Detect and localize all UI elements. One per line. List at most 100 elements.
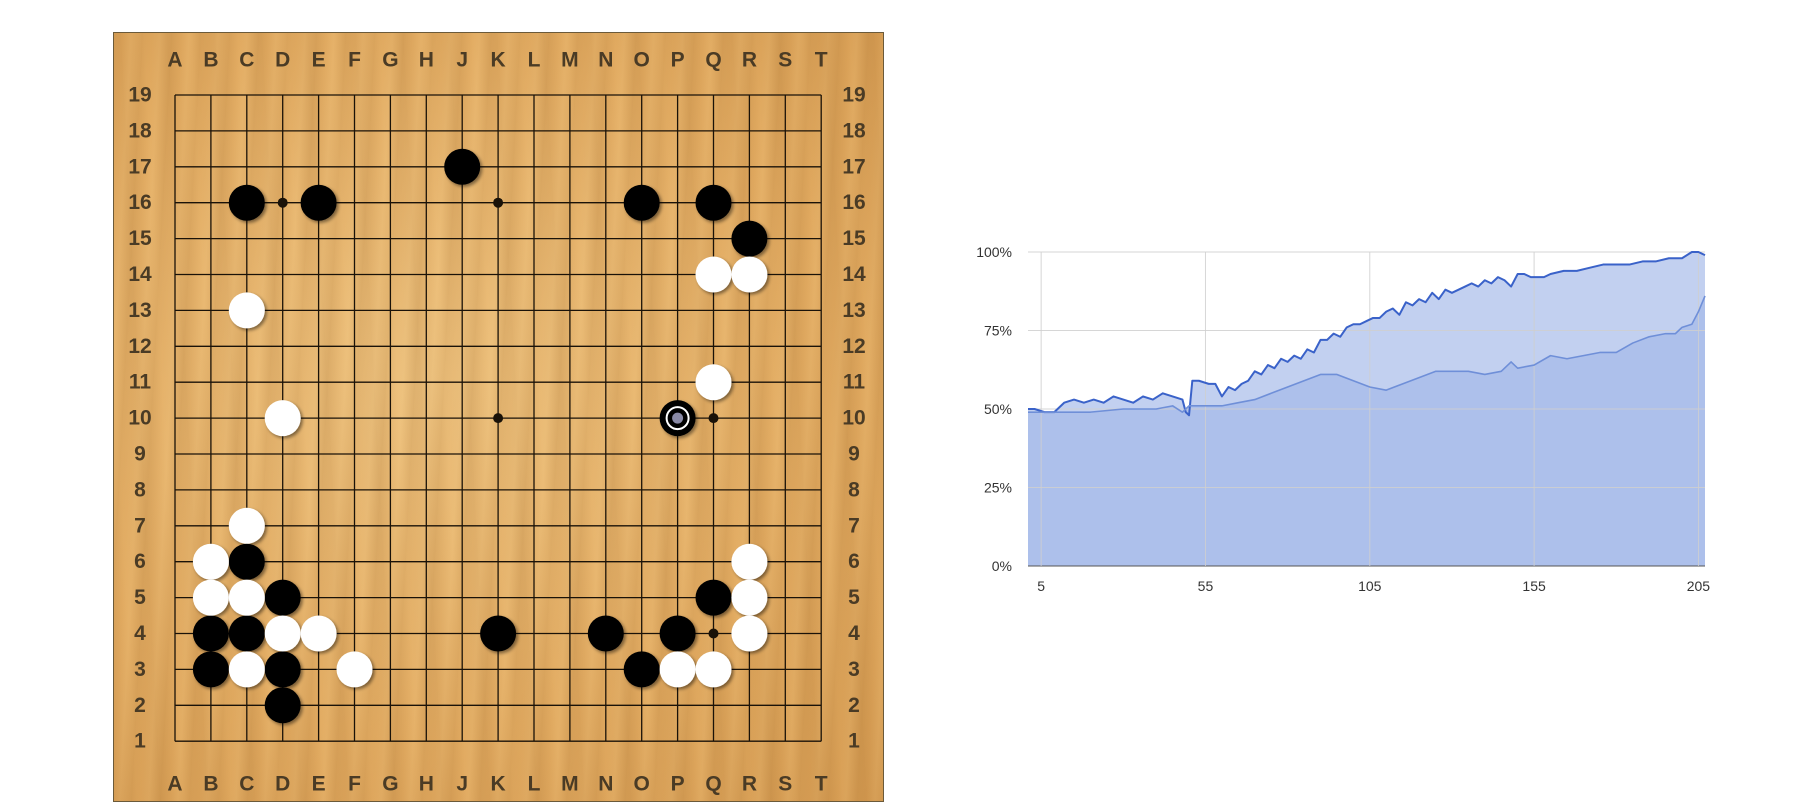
black-stone (192, 651, 229, 688)
column-label: R (742, 49, 757, 72)
row-label: 13 (128, 299, 151, 322)
black-stone (731, 220, 768, 257)
column-label: L (528, 49, 541, 72)
white-stone (731, 579, 768, 616)
white-stone (695, 256, 732, 293)
white-stone (659, 651, 696, 688)
black-stone (264, 687, 301, 724)
row-label: 18 (128, 119, 152, 142)
column-label: H (419, 49, 434, 72)
row-label: 5 (848, 586, 860, 609)
column-label: C (239, 49, 254, 72)
row-label: 9 (134, 443, 146, 466)
row-label: 12 (128, 335, 151, 358)
white-stone (228, 507, 265, 544)
column-label: A (167, 773, 182, 796)
chart-gridlines (1028, 251, 1705, 567)
y-tick-label: 100% (976, 244, 1012, 260)
row-label: 14 (842, 263, 866, 286)
black-stone (228, 543, 265, 580)
y-tick-label: 25% (984, 480, 1012, 496)
white-stone (228, 292, 265, 329)
column-label: C (239, 773, 254, 796)
row-label: 17 (128, 155, 151, 178)
column-label: M (561, 49, 579, 72)
column-label: F (348, 773, 361, 796)
row-label: 15 (128, 227, 152, 250)
black-stone (444, 148, 481, 185)
black-stone (623, 184, 660, 221)
row-label: 3 (848, 658, 860, 681)
white-stone (731, 615, 768, 652)
go-board[interactable]: A A B B C C D D E E F F G G H H J J K K L L M M N N O O P P Q Q R R S S T T 19… (113, 32, 884, 802)
last-move-marker (672, 412, 684, 424)
black-stone (695, 184, 732, 221)
row-label: 2 (134, 694, 146, 717)
black-stone (228, 615, 265, 652)
row-label: 8 (134, 478, 146, 501)
series-2-line (1028, 295, 1706, 413)
column-label: Q (705, 49, 721, 72)
x-tick-label: 55 (1198, 578, 1214, 594)
white-stone (731, 256, 768, 293)
white-stone (264, 615, 301, 652)
white-stone (228, 651, 265, 688)
row-label: 5 (134, 586, 146, 609)
column-label: P (671, 773, 685, 796)
board-graphic[interactable]: AABBCCDDEEFFGGHHJJKKLLMMNNOOPPQQRRSSTT19… (114, 33, 884, 802)
row-label: 16 (842, 191, 865, 214)
x-tick-label: 155 (1522, 578, 1546, 594)
row-label: 18 (842, 119, 866, 142)
column-label: D (275, 49, 290, 72)
column-label: M (561, 773, 579, 796)
column-label: S (778, 773, 792, 796)
column-label: T (815, 49, 828, 72)
white-stone (228, 579, 265, 616)
row-label: 15 (842, 227, 866, 250)
white-stone (192, 543, 229, 580)
star-point (493, 197, 504, 208)
win-rate-chart-svg: 0%25%50%75%100%5 55 105 155 205 (976, 244, 1711, 594)
column-label: S (778, 49, 792, 72)
column-label: H (419, 773, 434, 796)
column-label: A (167, 49, 182, 72)
column-label: J (456, 49, 468, 72)
y-tick-label: 75% (984, 323, 1012, 339)
column-label: G (382, 49, 398, 72)
white-stone (300, 615, 337, 652)
x-tick-label: 205 (1687, 578, 1711, 594)
black-stone (695, 579, 732, 616)
column-label: T (815, 773, 828, 796)
row-label: 4 (134, 622, 146, 645)
column-label: B (203, 49, 218, 72)
row-label: 17 (842, 155, 865, 178)
series-1-line (1028, 251, 1706, 417)
row-label: 8 (848, 478, 860, 501)
column-label: E (312, 49, 326, 72)
x-tick-label: 105 (1358, 578, 1382, 594)
star-point (493, 413, 504, 424)
row-label: 14 (128, 263, 152, 286)
board-coordinates: AABBCCDDEEFFGGHHJJKKLLMMNNOOPPQQRRSSTT19… (128, 49, 866, 796)
white-stone (264, 400, 301, 437)
white-stone (731, 543, 768, 580)
stones (192, 148, 768, 724)
row-label: 2 (848, 694, 860, 717)
column-label: K (491, 773, 506, 796)
last-move-ring (665, 406, 690, 431)
white-stone (695, 651, 732, 688)
row-label: 10 (842, 407, 865, 430)
column-label: F (348, 49, 361, 72)
black-stone (300, 184, 337, 221)
column-label: N (598, 773, 613, 796)
column-label: K (491, 49, 506, 72)
black-stone (659, 615, 696, 652)
row-label: 1 (134, 730, 146, 753)
row-label: 11 (843, 371, 866, 394)
series-2-area (1028, 295, 1705, 566)
column-label: Q (705, 773, 721, 796)
star-point (708, 413, 719, 424)
row-label: 6 (134, 550, 146, 573)
black-stone (228, 184, 265, 221)
row-label: 19 (842, 84, 865, 107)
